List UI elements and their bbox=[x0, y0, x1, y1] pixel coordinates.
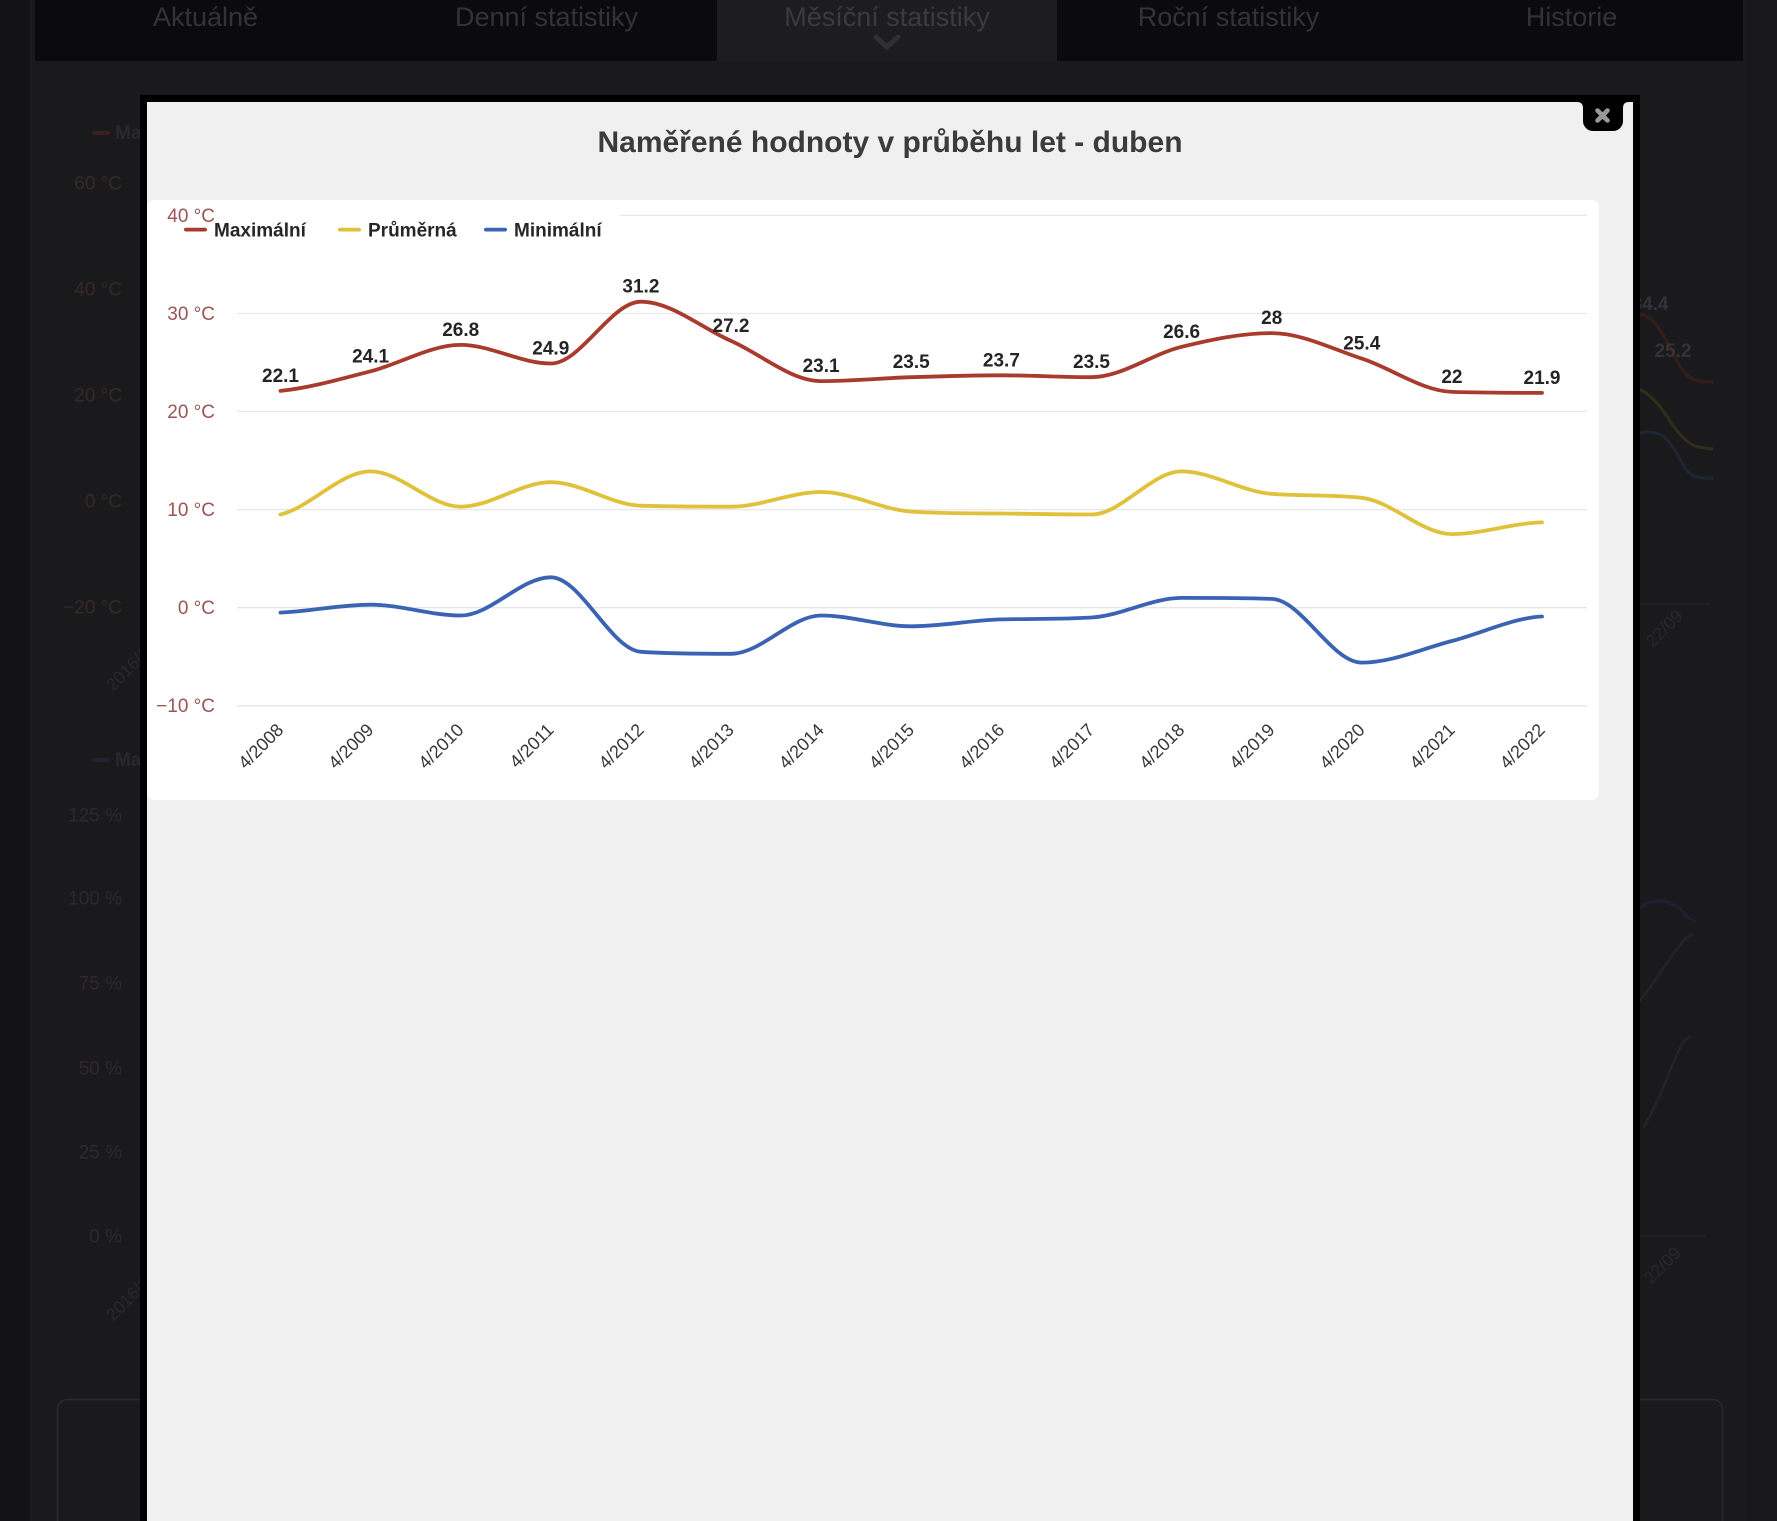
svg-text:25.4: 25.4 bbox=[1343, 334, 1380, 355]
svg-text:27.2: 27.2 bbox=[713, 316, 750, 337]
svg-text:25 %: 25 % bbox=[79, 1143, 122, 1164]
svg-text:50 %: 50 % bbox=[79, 1059, 122, 1080]
svg-text:125 %: 125 % bbox=[68, 806, 122, 827]
svg-text:100 %: 100 % bbox=[68, 889, 122, 910]
svg-text:40 °C: 40 °C bbox=[167, 206, 215, 227]
svg-text:34.4: 34.4 bbox=[1632, 294, 1669, 315]
svg-text:60 °C: 60 °C bbox=[74, 174, 122, 195]
svg-text:23.7: 23.7 bbox=[983, 350, 1020, 371]
svg-text:0 %: 0 % bbox=[89, 1227, 122, 1248]
svg-text:0 °C: 0 °C bbox=[85, 492, 122, 513]
svg-text:10 °C: 10 °C bbox=[167, 500, 215, 521]
svg-text:22: 22 bbox=[1441, 367, 1462, 388]
svg-text:24.1: 24.1 bbox=[352, 346, 389, 367]
svg-text:28: 28 bbox=[1261, 308, 1282, 329]
svg-text:26.6: 26.6 bbox=[1163, 322, 1200, 343]
svg-text:22.1: 22.1 bbox=[262, 366, 299, 387]
svg-text:30 °C: 30 °C bbox=[167, 304, 215, 325]
svg-text:75 %: 75 % bbox=[79, 974, 122, 995]
svg-text:−10 °C: −10 °C bbox=[156, 696, 215, 717]
svg-text:23.1: 23.1 bbox=[803, 356, 840, 377]
svg-text:25.2: 25.2 bbox=[1655, 341, 1692, 362]
svg-text:22/09: 22/09 bbox=[1642, 606, 1687, 651]
svg-text:Průměrná: Průměrná bbox=[368, 221, 457, 242]
svg-text:22/09: 22/09 bbox=[1640, 1243, 1685, 1288]
svg-text:0 °C: 0 °C bbox=[178, 598, 215, 619]
svg-text:31.2: 31.2 bbox=[622, 277, 659, 298]
svg-text:Minimální: Minimální bbox=[514, 221, 602, 242]
svg-text:23.5: 23.5 bbox=[1073, 352, 1110, 373]
svg-text:40 °C: 40 °C bbox=[74, 280, 122, 301]
svg-text:21.9: 21.9 bbox=[1524, 368, 1561, 389]
svg-text:20 °C: 20 °C bbox=[167, 402, 215, 423]
svg-text:20 °C: 20 °C bbox=[74, 386, 122, 407]
svg-text:23.5: 23.5 bbox=[893, 352, 930, 373]
svg-text:24.9: 24.9 bbox=[532, 339, 569, 360]
svg-text:26.8: 26.8 bbox=[442, 320, 479, 341]
svg-text:Maximální: Maximální bbox=[214, 221, 307, 242]
svg-text:−20 °C: −20 °C bbox=[63, 598, 122, 619]
